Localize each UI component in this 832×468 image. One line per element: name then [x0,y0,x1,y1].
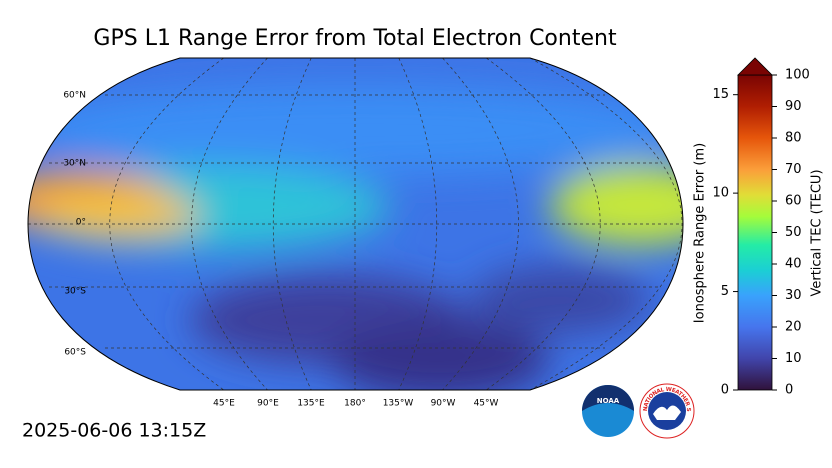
colorbar: Ionosphere Range Error (m) Vertical TEC … [693,57,825,398]
right-tick-label: 20 [785,320,802,335]
left-axis-label: Ionosphere Range Error (m) [693,143,708,323]
graticule [28,57,683,391]
right-tick-label: 40 [785,257,802,272]
right-tick-label: 90 [785,99,802,114]
lon-label: 135°E [297,399,325,409]
tec-map [28,58,683,390]
lon-label: 135°W [383,399,414,409]
meridian [273,57,312,391]
title: GPS L1 Range Error from Total Electron C… [93,26,617,51]
noaa-text: NOAA [597,397,620,405]
left-tick-label: 15 [712,87,729,102]
timestamp: 2025-06-06 13:15Z [22,420,206,442]
lat-label: 60°S [64,348,86,358]
lon-label: 90°W [431,399,456,409]
left-tick-label: 0 [721,383,729,398]
colorbar-extend [737,57,773,76]
map-border [27,57,684,391]
meridian [191,57,268,391]
meridian [529,57,683,391]
lon-label: 180° [344,399,366,409]
right-tick-label: 80 [785,131,802,146]
lat-label: 30°N [63,159,86,169]
left-tick-label: 10 [712,186,729,201]
right-tick-label: 0 [785,383,793,398]
lon-label: 45°E [213,399,235,409]
meridian [442,57,519,391]
lat-label: 60°N [63,91,86,101]
lat-label: 0° [76,218,86,228]
colorbar-body [737,74,773,391]
left-tick-label: 5 [721,284,729,299]
lat-label: 30°S [64,287,86,297]
lon-label: 90°E [257,399,279,409]
right-tick-label: 30 [785,288,802,303]
right-tick-label: 70 [785,162,802,177]
right-tick-label: 60 [785,194,802,209]
lon-label: 45°W [474,399,499,409]
right-tick-label: 100 [785,68,810,83]
meridian [398,57,437,391]
noaa-logo: NOAA [582,385,634,437]
right-tick-label: 10 [785,351,802,366]
right-tick-label: 50 [785,225,802,240]
right-axis-label: Vertical TEC (TECU) [810,169,825,296]
